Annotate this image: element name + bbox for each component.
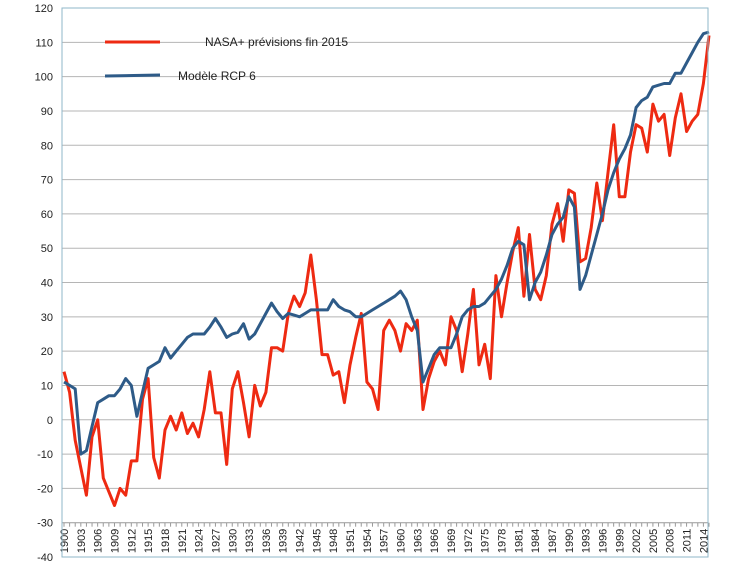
y-tick-label: -40 xyxy=(37,552,53,561)
x-tick-label: 1930 xyxy=(227,529,239,553)
x-tick-label: 1987 xyxy=(547,529,559,553)
series-lines xyxy=(62,30,711,507)
y-tick-label: 80 xyxy=(41,140,53,152)
x-tick-label: 1951 xyxy=(345,529,357,553)
x-tick-label: 1933 xyxy=(244,529,256,553)
x-tick-label: 2002 xyxy=(631,529,643,553)
x-tick-label: 1972 xyxy=(463,529,475,553)
y-tick-label: 110 xyxy=(35,37,53,49)
x-tick-label: 1957 xyxy=(379,529,391,553)
legend-label-nasa: NASA+ prévisions fin 2015 xyxy=(205,35,348,49)
y-tick-label: 30 xyxy=(41,312,53,324)
x-tick-label: 1984 xyxy=(530,529,542,553)
x-tick-label: 1936 xyxy=(261,529,273,553)
x-tick-label: 1996 xyxy=(597,529,609,553)
x-tick-label: 2011 xyxy=(682,529,694,553)
y-tick-label: 100 xyxy=(35,72,53,84)
x-tick-label: 1966 xyxy=(429,529,441,553)
gridlines xyxy=(62,41,708,489)
y-tick-label: 20 xyxy=(41,346,53,358)
y-tick-label: 90 xyxy=(41,106,53,118)
x-tick-label: 1960 xyxy=(396,529,408,553)
y-tick-label: 60 xyxy=(41,209,53,221)
plot-area-border xyxy=(61,7,709,558)
legend-label-rcp6: Modèle RCP 6 xyxy=(178,69,256,83)
y-tick-label: -20 xyxy=(37,483,53,495)
x-tick-label: 1963 xyxy=(412,529,424,553)
legend: NASA+ prévisions fin 2015 Modèle RCP 6 xyxy=(104,35,348,83)
y-tick-label: 40 xyxy=(41,278,53,290)
x-tick-label: 1942 xyxy=(295,529,307,553)
legend-swatch-rcp6 xyxy=(104,73,161,78)
x-tick-label: 2014 xyxy=(698,529,710,553)
x-tick-label: 1915 xyxy=(143,529,155,553)
x-tick-label: 1993 xyxy=(581,529,593,553)
x-tick-label: 1981 xyxy=(513,529,525,553)
x-tick-label: 1918 xyxy=(160,529,172,553)
y-tick-label: 50 xyxy=(41,243,53,255)
x-tick-label: 2008 xyxy=(665,529,677,553)
y-tick-label: 120 xyxy=(35,3,53,15)
x-tick-label: 2005 xyxy=(648,529,660,553)
x-tick-label: 1903 xyxy=(76,529,88,553)
x-tick-label: 1969 xyxy=(446,529,458,553)
x-tick-label: 1999 xyxy=(614,529,626,553)
series-line-rcp6 xyxy=(63,30,710,456)
x-tick-label: 1921 xyxy=(177,529,189,553)
y-tick-label: 0 xyxy=(47,415,53,427)
x-tick-label: 1900 xyxy=(59,529,71,553)
x-tick-label: 1975 xyxy=(480,529,492,553)
x-tick-label: 1978 xyxy=(496,529,508,553)
x-tick-label: 1939 xyxy=(278,529,290,553)
x-tick-label: 1927 xyxy=(210,529,222,553)
x-tick-label: 1912 xyxy=(126,529,138,553)
y-tick-label: -10 xyxy=(37,449,53,461)
y-tick-label: -30 xyxy=(37,518,53,530)
x-tick-label: 1954 xyxy=(362,529,374,553)
y-tick-label: 10 xyxy=(41,380,53,392)
x-axis: 1900 1903 1906 1909 1912 1915 1918 1921 1924 1927… xyxy=(59,522,710,553)
x-tick-label: 1909 xyxy=(109,529,121,553)
y-axis-tick-labels: -40 -30 -20 -10 0 10 20 30 40 50 60 70 80 90 100 110 120 xyxy=(35,3,53,564)
x-tick-label: 1948 xyxy=(328,529,340,553)
x-tick-label: 1906 xyxy=(93,529,105,553)
series-line-nasa xyxy=(62,35,711,507)
x-tick-label: 1924 xyxy=(194,529,206,553)
x-tick-label: 1945 xyxy=(311,529,323,553)
x-tick-label: 1990 xyxy=(564,529,576,553)
y-tick-label: 70 xyxy=(41,175,53,187)
